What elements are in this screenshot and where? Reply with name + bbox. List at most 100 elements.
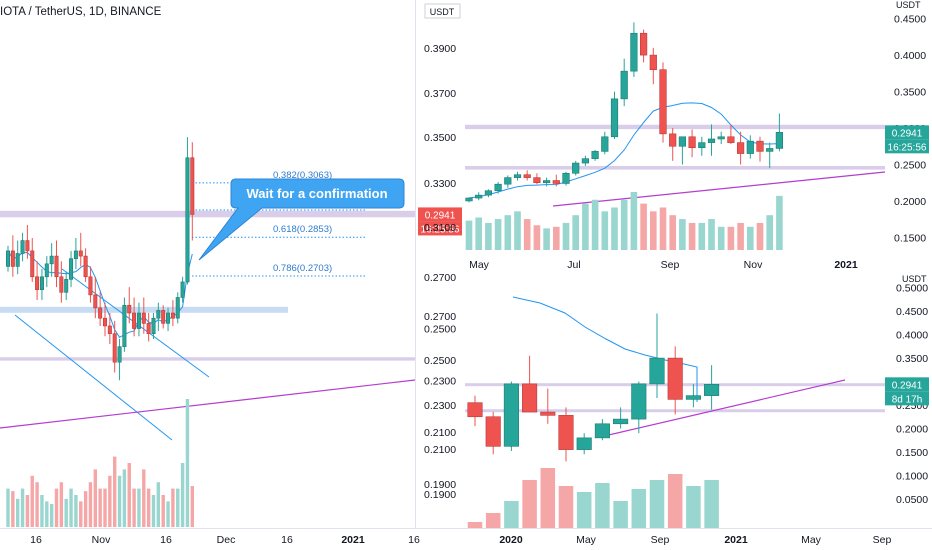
volume-bar [79, 501, 83, 527]
right-price-tick: 0.4500 [894, 14, 926, 26]
candle-body [136, 312, 141, 329]
volume-bar [504, 501, 519, 528]
candle-body [558, 415, 574, 450]
left-price-tick: 0.3500 [424, 132, 456, 144]
candle-body [20, 240, 25, 254]
candle-body [707, 138, 716, 143]
weekly-left-price-axis: 0.3900 0.3700 0.3500 0.3300 0.3100 USDT [424, 3, 461, 234]
candle-body [513, 174, 522, 178]
candle-body [170, 312, 175, 319]
volume-bar [16, 498, 20, 527]
candle-body [727, 136, 735, 143]
candle-body [736, 142, 745, 154]
weekly-volume-bars [465, 192, 783, 250]
unit-label: USDT [902, 274, 927, 284]
candle-body [540, 411, 556, 416]
current-price-label: 0.2941 [425, 210, 456, 221]
volume-bar [171, 488, 175, 527]
candle-body [127, 304, 132, 314]
volume-bar [514, 211, 521, 250]
candle-body [6, 250, 11, 267]
chart-title: IOTA / TetherUS, 1D, BINANCE [0, 6, 162, 18]
candle-body [112, 333, 117, 363]
volume-bar [591, 199, 599, 250]
volume-bar [679, 219, 686, 250]
candle-body [562, 172, 570, 184]
candle-body [59, 276, 64, 293]
moving-average-line [468, 102, 780, 199]
time-tick-label: Sep [661, 259, 680, 271]
candle-body [669, 133, 677, 147]
volume-bar [747, 226, 754, 250]
volume-bar [108, 475, 112, 527]
volume-bar [59, 482, 64, 527]
candle-body [161, 310, 166, 324]
left-price-tick: 0.3300 [424, 178, 456, 190]
price-tick-label: 0.1900 [424, 479, 456, 491]
volume-bar [132, 488, 136, 527]
candle-body [685, 395, 701, 400]
candle-body [465, 197, 473, 202]
volume-bar [185, 399, 190, 527]
weekly-candles [465, 22, 783, 203]
candle-body [39, 276, 44, 291]
right-price-tick: 0.1500 [896, 447, 928, 459]
support-zone [465, 124, 885, 130]
time-tick-label: 2021 [834, 259, 858, 271]
candle-body [103, 317, 108, 327]
time-tick-label: Nov [744, 259, 763, 271]
weekly-right-price-axis: 0.45000.40000.35000.30000.25000.20000.15… [885, 0, 929, 244]
volume-bar [45, 501, 49, 527]
candle-body [620, 70, 628, 100]
candle-body [180, 281, 185, 298]
candle-body [591, 151, 599, 159]
right-price-tick: 0.4000 [896, 330, 928, 342]
volume-bar [611, 207, 618, 250]
candle-body [175, 297, 180, 319]
volume-bar [686, 486, 701, 528]
daily-chart-pane: 0.382(0.3063)0.5(0.2958)0.618(0.2853)0.7… [0, 0, 462, 546]
time-tick-label: May [801, 534, 822, 546]
candle-body [659, 69, 667, 135]
candle-body [704, 384, 720, 396]
volume-bar [522, 480, 537, 528]
volume-bar [582, 203, 589, 250]
volume-bar [704, 480, 719, 528]
time-tick-label: 2021 [341, 534, 365, 546]
candle-body [601, 136, 609, 152]
callout-bubble: Wait for a confirmation [198, 178, 405, 261]
left-price-tick: 0.2300 [424, 400, 456, 412]
monthly-moving-average [512, 296, 698, 402]
right-price-tick: 0.3500 [894, 87, 926, 99]
left-price-tick: 0.2500 [424, 355, 456, 367]
volume-bar [25, 495, 30, 527]
left-price-tick: 0.1900 [424, 489, 456, 501]
candle-body [132, 312, 137, 329]
volume-bar [88, 482, 93, 527]
volume-bar [161, 495, 165, 527]
candle-body [151, 317, 156, 335]
volume-bar [613, 501, 628, 528]
candle-body [107, 325, 112, 335]
monthly-chart-pane: 2020 May Sep 2021 May Sep 0.27000.25000.23000… [424, 274, 929, 546]
candle-body [630, 32, 638, 72]
candle-body [30, 250, 35, 278]
unit-box [424, 3, 461, 19]
candle-body [122, 304, 127, 347]
candle-body [717, 136, 725, 140]
time-tick-label: Nov [92, 534, 111, 546]
monthly-candles [467, 313, 720, 462]
volume-bar [708, 219, 715, 250]
right-price-tick: 0.2000 [896, 423, 928, 435]
current-price-tag [885, 377, 929, 392]
weekly-trendline [552, 171, 886, 207]
candle-body [156, 310, 161, 319]
volume-bar [504, 215, 512, 250]
volume-bar [659, 207, 667, 250]
left-price-tick: 0.2100 [424, 444, 456, 456]
right-price-tick: 0.1000 [896, 470, 928, 482]
daily-price-axis: 0.27000.25000.23000.21000.19000.294116:2… [418, 207, 462, 491]
volume-bar [669, 215, 676, 250]
right-price-tick: 0.3500 [896, 353, 928, 365]
volume-bar [137, 488, 141, 527]
